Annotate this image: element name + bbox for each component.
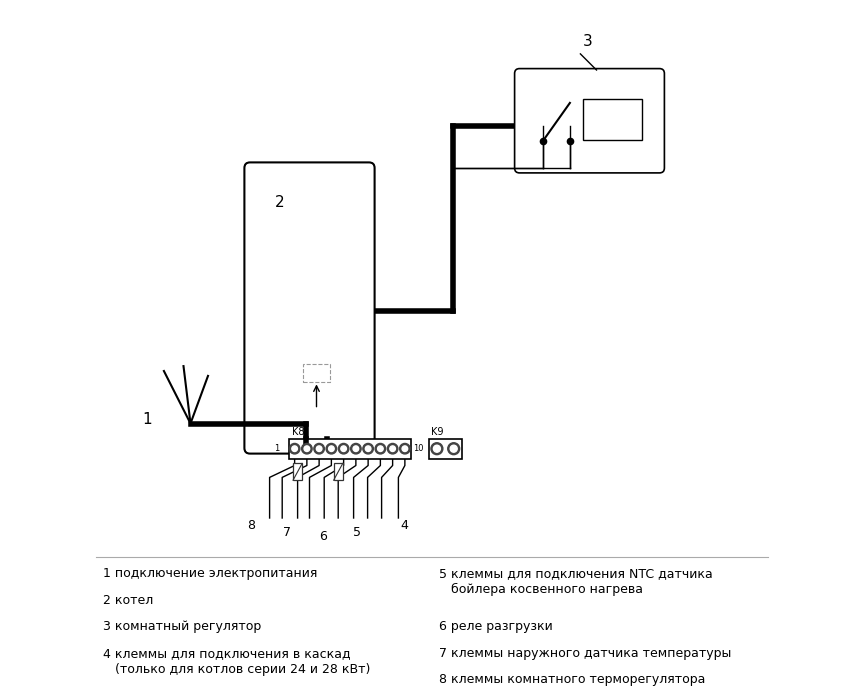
Bar xyxy=(334,463,343,480)
Bar xyxy=(289,439,411,458)
Circle shape xyxy=(289,444,300,454)
Circle shape xyxy=(302,444,312,454)
Text: 8 клеммы комнатного терморегулятора: 8 клеммы комнатного терморегулятора xyxy=(439,673,705,687)
Bar xyxy=(303,364,330,382)
Text: 1 подключение электропитания: 1 подключение электропитания xyxy=(103,567,317,580)
Text: 10: 10 xyxy=(413,444,423,453)
Bar xyxy=(429,439,462,458)
Text: 6 реле разгрузки: 6 реле разгрузки xyxy=(439,620,553,634)
Text: 7: 7 xyxy=(283,526,291,540)
Circle shape xyxy=(387,444,398,454)
Circle shape xyxy=(450,445,457,452)
Circle shape xyxy=(431,443,443,455)
FancyBboxPatch shape xyxy=(515,69,664,173)
Circle shape xyxy=(339,444,349,454)
Circle shape xyxy=(304,446,309,452)
Text: 2 котел: 2 котел xyxy=(103,594,153,607)
Text: 6: 6 xyxy=(319,530,327,543)
Text: 7 клеммы наружного датчика температуры: 7 клеммы наружного датчика температуры xyxy=(439,647,731,660)
Text: K9: K9 xyxy=(430,427,443,437)
Text: 4 клеммы для подключения в каскад
   (только для котлов серии 24 и 28 кВт): 4 клеммы для подключения в каскад (тольк… xyxy=(103,647,371,676)
Text: 3: 3 xyxy=(582,34,592,48)
Circle shape xyxy=(292,446,297,452)
Circle shape xyxy=(434,445,441,452)
Circle shape xyxy=(402,446,408,452)
Circle shape xyxy=(326,444,337,454)
Text: 4: 4 xyxy=(401,519,409,533)
Circle shape xyxy=(353,446,359,452)
Text: 3 комнатный регулятор: 3 комнатный регулятор xyxy=(103,620,261,634)
Text: 5: 5 xyxy=(353,526,361,540)
Circle shape xyxy=(314,444,324,454)
Text: 5 клеммы для подключения NTC датчика
   бойлера косвенного нагрева: 5 клеммы для подключения NTC датчика бой… xyxy=(439,567,713,596)
Bar xyxy=(293,463,302,480)
FancyBboxPatch shape xyxy=(245,162,375,454)
Circle shape xyxy=(328,446,334,452)
Circle shape xyxy=(365,446,371,452)
Text: 8: 8 xyxy=(248,519,256,533)
Circle shape xyxy=(363,444,373,454)
Circle shape xyxy=(390,446,396,452)
Text: 2: 2 xyxy=(275,195,284,210)
Circle shape xyxy=(351,444,361,454)
Circle shape xyxy=(340,446,346,452)
Text: 1: 1 xyxy=(274,444,279,453)
Circle shape xyxy=(316,446,322,452)
Circle shape xyxy=(375,444,385,454)
Text: K8: K8 xyxy=(292,427,304,437)
Circle shape xyxy=(400,444,410,454)
Bar xyxy=(582,99,642,140)
Circle shape xyxy=(378,446,383,452)
Circle shape xyxy=(448,443,460,455)
Text: 1: 1 xyxy=(143,412,152,428)
